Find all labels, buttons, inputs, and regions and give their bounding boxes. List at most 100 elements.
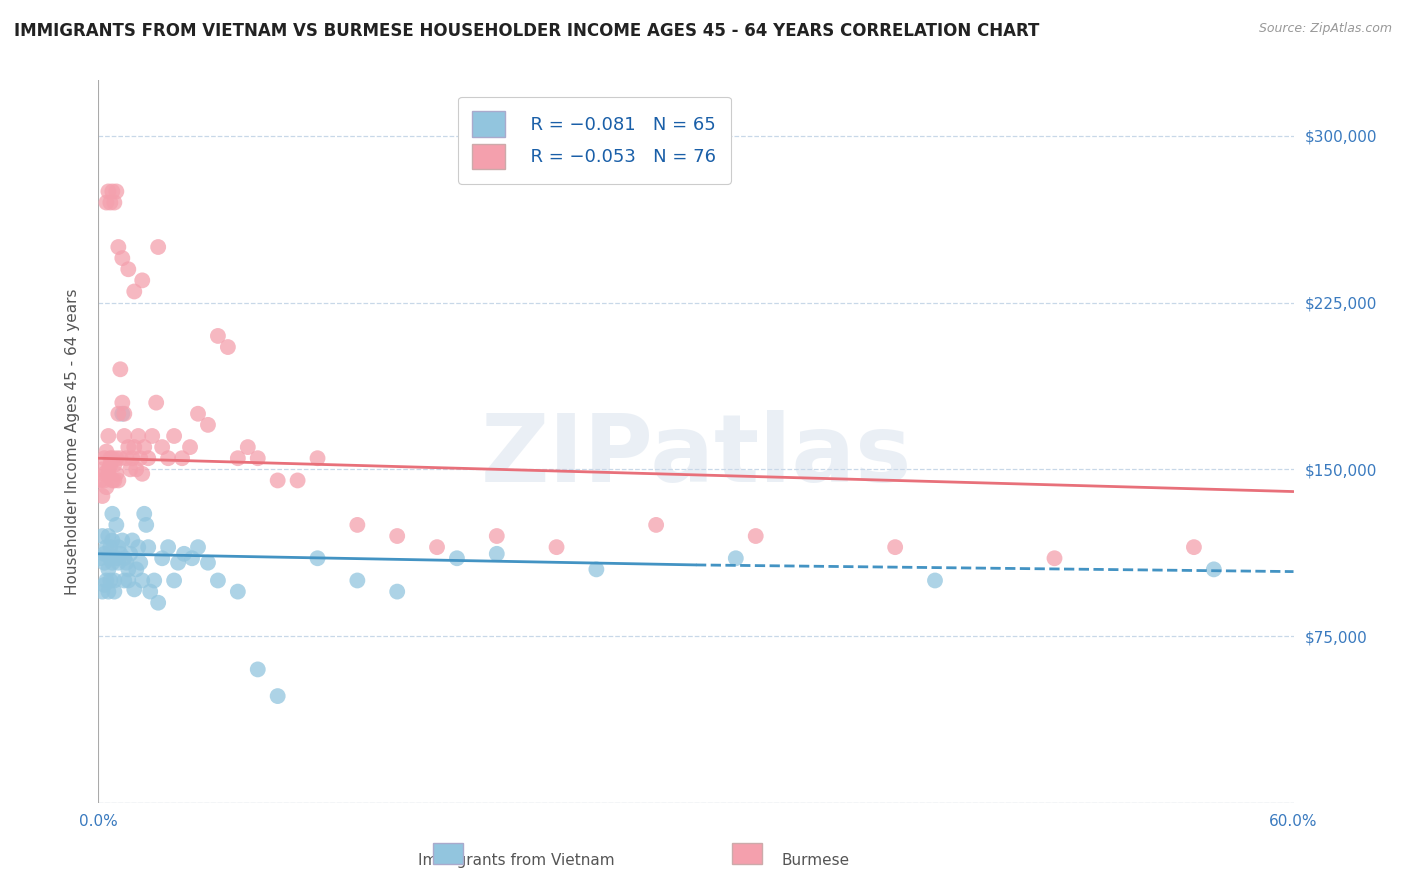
Point (97, 429, 120, 443)
Y-axis label: Householder Income Ages 45 - 64 years: Householder Income Ages 45 - 64 years (65, 288, 80, 595)
Point (346, 517, 368, 532)
Point (93, 547, 115, 561)
Point (101, 507, 124, 521)
Point (173, 547, 195, 561)
Point (96, 540, 118, 554)
Point (141, 429, 163, 443)
Bar (733, 843, 762, 864)
Point (385, 529, 409, 543)
Point (98, 551, 122, 566)
Point (101, 474, 124, 488)
Point (112, 551, 135, 566)
Point (645, 517, 668, 532)
Point (107, 240, 129, 254)
Point (117, 562, 139, 576)
Point (346, 574, 368, 588)
Point (136, 451, 159, 466)
Point (103, 458, 125, 472)
Point (187, 540, 209, 554)
Point (111, 251, 134, 265)
Point (112, 574, 135, 588)
Point (226, 451, 249, 466)
Point (103, 584, 125, 599)
Point (120, 462, 142, 476)
Text: Immigrants from Vietnam: Immigrants from Vietnam (419, 854, 614, 869)
Point (163, 574, 186, 588)
Point (267, 689, 290, 703)
Point (246, 451, 269, 466)
Point (91, 584, 114, 599)
Point (267, 474, 290, 488)
Point (105, 451, 128, 466)
Point (110, 451, 132, 466)
Point (1182, 540, 1205, 554)
Point (129, 556, 152, 570)
Point (207, 329, 229, 343)
Point (187, 407, 209, 421)
Text: ZIPatlas: ZIPatlas (481, 410, 911, 502)
Point (93, 578, 115, 592)
Point (724, 551, 747, 566)
Point (91, 462, 114, 476)
Point (131, 467, 153, 481)
Point (125, 462, 148, 476)
Point (93, 451, 115, 466)
Point (103, 474, 125, 488)
Point (101, 533, 124, 548)
Point (117, 574, 139, 588)
Point (110, 547, 132, 561)
Point (117, 262, 139, 277)
Point (105, 185, 128, 199)
Point (89, 551, 111, 566)
Point (125, 562, 148, 576)
Point (129, 451, 152, 466)
Legend:   R = −0.081   N = 65,   R = −0.053   N = 76: R = −0.081 N = 65, R = −0.053 N = 76 (458, 96, 731, 184)
Point (307, 551, 329, 566)
Point (107, 556, 129, 570)
Point (385, 584, 409, 599)
Point (157, 451, 180, 466)
Point (121, 451, 143, 466)
Point (96, 195, 118, 210)
Point (179, 440, 201, 454)
Point (924, 574, 946, 588)
Point (157, 540, 180, 554)
Point (111, 395, 134, 409)
Point (150, 440, 173, 454)
Point (115, 451, 138, 466)
Point (546, 540, 568, 554)
Point (97, 462, 120, 476)
Point (97, 529, 120, 543)
Point (163, 429, 186, 443)
Point (101, 185, 124, 199)
Point (127, 429, 149, 443)
Point (585, 562, 607, 576)
Point (127, 540, 149, 554)
Point (105, 467, 128, 481)
Point (101, 451, 124, 466)
Point (485, 529, 508, 543)
Point (107, 407, 129, 421)
Point (124, 582, 146, 597)
Point (217, 340, 239, 354)
Point (136, 540, 159, 554)
Point (97, 467, 120, 481)
Point (117, 440, 139, 454)
Point (93, 467, 115, 481)
Point (98, 195, 122, 210)
Point (172, 451, 194, 466)
Point (103, 574, 125, 588)
Point (120, 547, 142, 561)
Point (111, 533, 134, 548)
Point (115, 556, 138, 570)
Point (121, 533, 143, 548)
Point (93, 474, 115, 488)
Point (111, 407, 134, 421)
Point (134, 440, 156, 454)
Point (148, 596, 170, 610)
Point (110, 362, 132, 376)
Point (98, 451, 122, 466)
Point (181, 551, 204, 566)
Point (150, 551, 173, 566)
Point (131, 273, 153, 287)
